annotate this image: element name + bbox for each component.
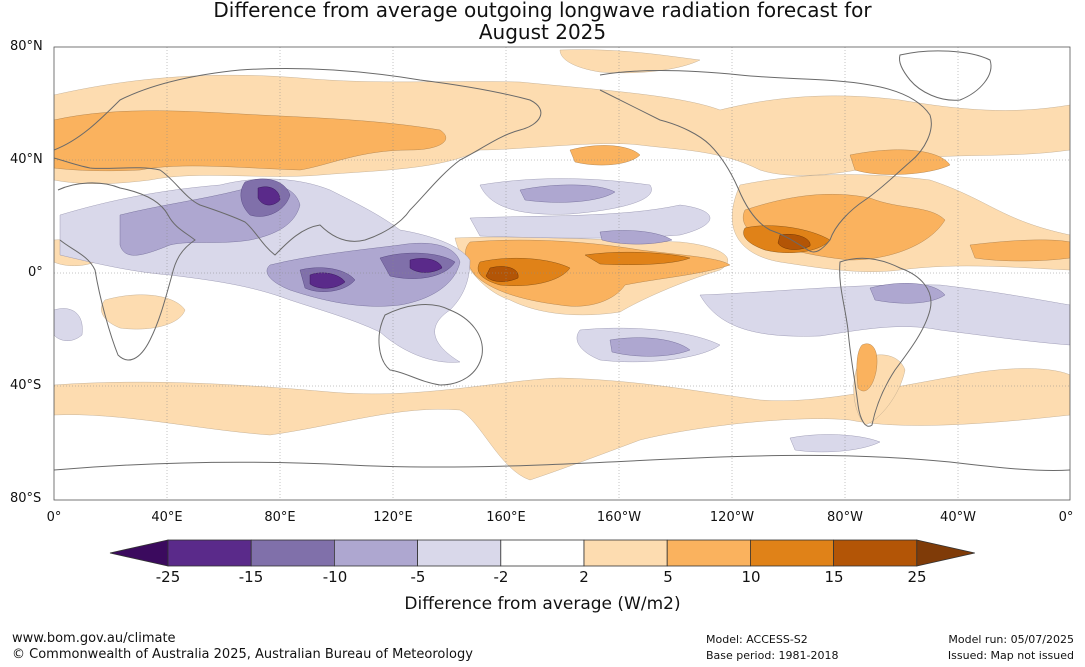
positive-anomaly-region (849, 149, 951, 175)
negative-anomaly-region (699, 284, 1070, 346)
lat-label: 80°N (10, 39, 43, 54)
lon-label: 160°W (596, 510, 642, 525)
lon-label: 40°W (940, 510, 976, 525)
south-america-outline (839, 257, 932, 427)
colorbar-segment (250, 539, 335, 567)
positive-anomaly-region (54, 368, 1070, 481)
positive-anomaly-region (559, 49, 701, 74)
negative-anomaly-region (54, 308, 83, 341)
colorbar-tick: 2 (579, 568, 589, 586)
positive-anomaly-region (969, 239, 1070, 262)
graticule (54, 47, 1070, 500)
lon-label: 160°E (486, 510, 526, 525)
base-period: Base period: 1981-2018 (706, 649, 839, 662)
negative-anomaly-region (869, 283, 946, 304)
positive-anomaly-region (54, 110, 446, 172)
colorbar-tick: -15 (238, 568, 264, 586)
lon-label: 80°W (827, 510, 863, 525)
colorbar-segment (417, 539, 502, 567)
positive-anomaly-region (584, 251, 691, 265)
negative-anomaly-region (519, 184, 616, 203)
lat-label: 40°S (10, 378, 42, 393)
lon-label: 0° (1058, 510, 1074, 525)
colorbar-segment (833, 539, 918, 567)
anomaly-fields (54, 49, 1070, 481)
colorbar-segment (167, 539, 252, 567)
europe-asia-outline (54, 67, 542, 256)
greenland-outline (899, 50, 992, 101)
lat-label: 80°S (10, 491, 42, 506)
model-name: Model: ACCESS-S2 (706, 633, 808, 646)
colorbar-tick: 15 (824, 568, 844, 586)
copyright-text: © Commonwealth of Australia 2025, Austra… (12, 647, 473, 662)
lon-label: 40°E (151, 510, 183, 525)
map-title-line-1: Difference from average outgoing longwav… (213, 0, 872, 22)
colorbar-segment (666, 539, 751, 567)
negative-anomaly-region (409, 258, 443, 273)
negative-anomaly-region (609, 337, 691, 357)
colorbar-tick: 5 (663, 568, 673, 586)
positive-anomaly-region (856, 343, 878, 392)
colorbar-tick: 25 (907, 568, 927, 586)
colorbar-segment (333, 539, 418, 567)
negative-anomaly-region (599, 230, 673, 245)
lon-label: 80°E (264, 510, 296, 525)
website-link[interactable]: www.bom.gov.au/climate (12, 631, 176, 646)
colorbar-tick: 10 (741, 568, 761, 586)
lat-label: 40°N (10, 152, 43, 167)
model-run-date: Model run: 05/07/2025 (948, 633, 1074, 646)
lon-label: 0° (46, 510, 62, 525)
lat-label: 0° (28, 265, 43, 280)
negative-anomaly-region (789, 434, 881, 453)
colorbar-segment (583, 539, 668, 567)
issue-status: Issued: Map not issued (947, 649, 1074, 662)
colorbar-label: Difference from average (W/m2) (404, 594, 681, 614)
antarctica-outline (54, 454, 1070, 472)
lon-label: 120°E (373, 510, 413, 525)
north-america-outline (599, 70, 932, 253)
colorbar-extend-low (109, 539, 169, 567)
colorbar-segment (750, 539, 835, 567)
map-title-line-2: August 2025 (478, 20, 607, 44)
africa-outline (57, 182, 196, 361)
negative-anomaly-region (309, 272, 346, 289)
positive-anomaly-region (485, 266, 519, 282)
colorbar-tick: -10 (322, 568, 348, 586)
map-frame (53, 46, 1071, 501)
colorbar-segment (500, 539, 585, 567)
colorbar-tick: -5 (410, 568, 426, 586)
negative-anomaly-region (469, 204, 711, 239)
colorbar-tick: -25 (155, 568, 181, 586)
colorbar-extend-high (916, 539, 975, 567)
coastlines (54, 50, 1070, 472)
positive-anomaly-region (569, 145, 641, 166)
australia-outline (378, 304, 483, 386)
colorbar-tick: -2 (493, 568, 509, 586)
lon-label: 120°W (709, 510, 755, 525)
